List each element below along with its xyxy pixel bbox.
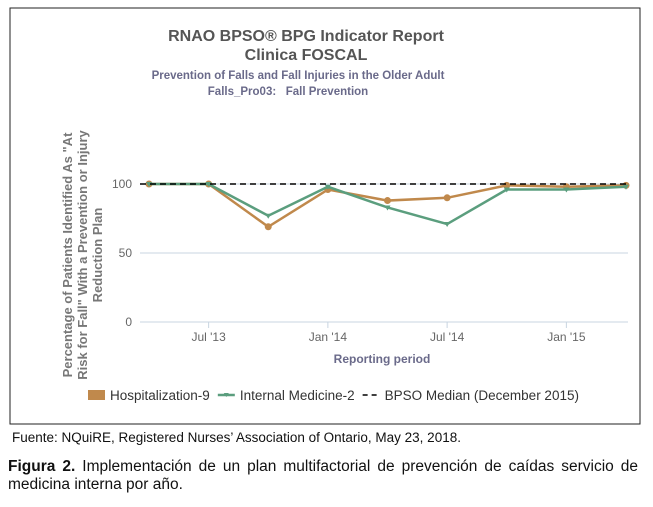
data-point: [623, 184, 629, 190]
legend: Hospitalization-9 Internal Medicine-2 BPSO…: [88, 388, 579, 403]
chart-frame: [9, 7, 641, 425]
line-chart: RNAO BPSO® BPG Indicator Report Clinica …: [9, 7, 641, 425]
figure-caption: Figura 2. Implementación de un plan mult…: [8, 458, 638, 494]
legend-marker: [223, 393, 229, 397]
data-point: [384, 197, 391, 205]
y-axis-label-line-3: Reduction Plan: [90, 208, 105, 303]
series-internal-medicine-2: [146, 182, 629, 228]
chart-subtitle-2: Prevention of Falls and Fall Injuries in…: [152, 70, 445, 82]
x-tick-label: Jan '15: [547, 330, 586, 344]
legend-swatch-hospitalization: [88, 390, 105, 400]
x-tick-label: Jul '14: [430, 330, 465, 344]
x-axis-label: Reporting period: [334, 352, 431, 366]
data-point: [444, 222, 451, 228]
legend-label: Hospitalization-9: [110, 388, 210, 403]
chart-title: RNAO BPSO® BPG Indicator Report: [168, 28, 444, 45]
caption-label: Figura 2.: [8, 458, 76, 475]
y-tick-label: 100: [112, 177, 132, 191]
data-point: [384, 205, 391, 211]
legend-label: Internal Medicine-2: [240, 388, 355, 403]
y-axis-label-line-1: Percentage of Patients Identified As "At: [60, 132, 75, 377]
y-axis-label-line-2: Risk for Fall" With a Prevention or Inju…: [75, 129, 90, 379]
data-point: [563, 187, 570, 193]
legend-label: BPSO Median (December 2015): [385, 388, 579, 403]
y-tick-label: 50: [119, 246, 133, 260]
data-point: [503, 187, 510, 193]
y-tick-label: 0: [125, 315, 132, 329]
chart-subtitle-3: Falls_Pro03: Fall Prevention: [208, 86, 368, 98]
data-point: [324, 184, 331, 190]
y-axis-label: Percentage of Patients Identified As "At…: [60, 129, 105, 379]
x-tick-label: Jul '13: [191, 330, 226, 344]
caption-text: Implementación de un plan multifactorial…: [8, 458, 638, 493]
data-point: [265, 213, 272, 219]
data-point: [264, 223, 272, 231]
source-note: Fuente: NQuiRE, Registered Nurses’ Assoc…: [12, 430, 461, 445]
x-tick-label: Jan '14: [309, 330, 348, 344]
chart-subtitle: Clinica FOSCAL: [245, 47, 368, 64]
data-point: [443, 194, 451, 202]
